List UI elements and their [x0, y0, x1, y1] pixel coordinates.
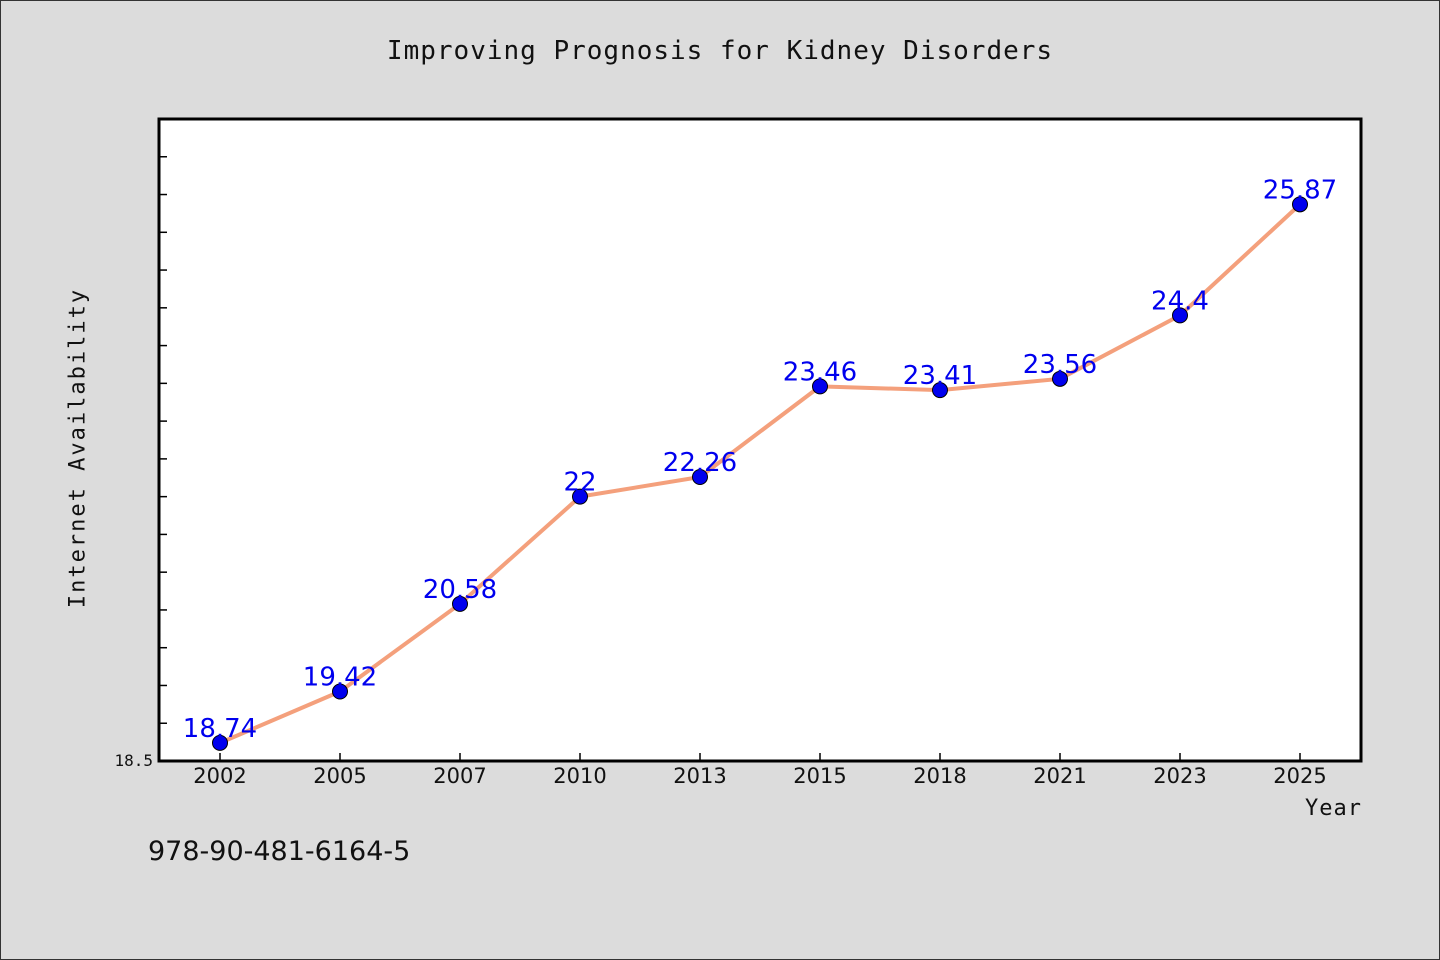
x-axis-label: Year [1305, 796, 1362, 821]
x-tick-label: 2013 [673, 764, 726, 788]
y-tick-label: 18.5 [114, 751, 153, 770]
series-line [219, 202, 1302, 745]
data-label: 23.41 [903, 361, 977, 391]
x-tick-label: 2005 [313, 764, 366, 788]
x-tick-label: 2025 [1273, 764, 1326, 788]
y-axis-ticks: 18.5 [114, 156, 167, 770]
x-tick-label: 2018 [913, 764, 966, 788]
data-label: 24.4 [1151, 286, 1209, 316]
data-label: 25.87 [1263, 175, 1337, 205]
x-tick-label: 2010 [553, 764, 606, 788]
data-point [332, 683, 348, 700]
data-point [212, 734, 228, 751]
data-point [932, 382, 948, 399]
plot-area [157, 117, 1363, 763]
x-tick-label: 2007 [433, 764, 486, 788]
data-point [1172, 307, 1188, 324]
data-point [452, 595, 468, 612]
footer-code: 978-90-481-6164-5 [148, 836, 411, 867]
data-point [572, 488, 588, 505]
data-label: 18.74 [183, 714, 257, 744]
data-label: 19.42 [303, 663, 377, 693]
x-tick-label: 2002 [193, 764, 246, 788]
data-labels: 18.74 19.42 20.58 22 22.26 23.46 23.41 23.56 24.… [183, 175, 1337, 744]
x-tick-label: 2015 [793, 764, 846, 788]
data-label: 23.46 [783, 357, 857, 387]
data-series [212, 196, 1308, 751]
x-tick-label: 2021 [1033, 764, 1086, 788]
data-point [1292, 196, 1308, 213]
x-tick-label: 2023 [1153, 764, 1206, 788]
x-axis-ticks: 2002 2005 2007 2010 2013 2015 2018 2021 2023 2025 [193, 753, 1327, 788]
data-point [812, 378, 828, 395]
data-point [692, 469, 708, 486]
data-label: 20.58 [423, 575, 497, 605]
chart-title: Improving Prognosis for Kidney Disorders [386, 36, 1054, 66]
data-label: 23.56 [1023, 350, 1097, 380]
data-point [1052, 370, 1068, 387]
data-label: 22 [563, 468, 596, 498]
data-label: 22.26 [663, 448, 737, 478]
